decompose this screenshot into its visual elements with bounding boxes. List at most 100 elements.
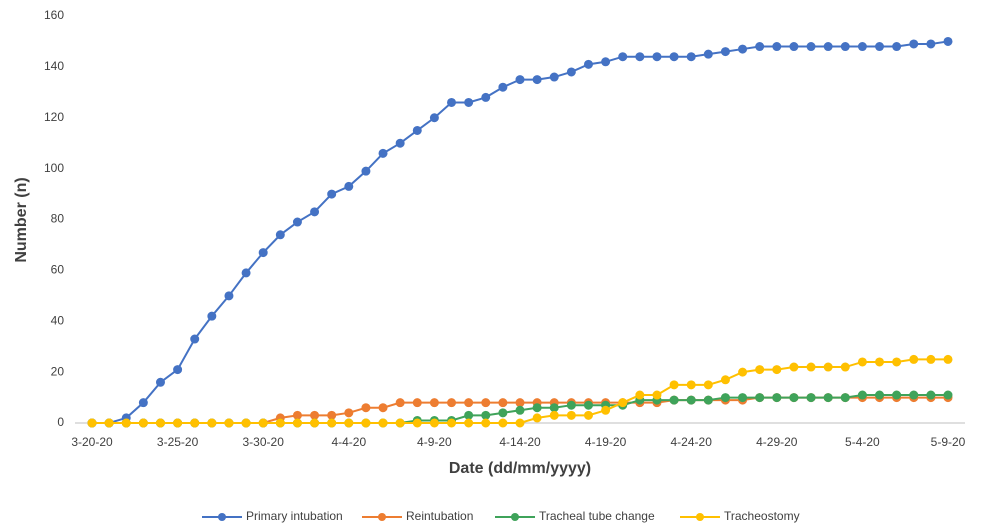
legend-marker xyxy=(218,513,226,521)
data-point xyxy=(720,393,730,403)
data-point xyxy=(686,395,696,405)
data-point xyxy=(190,418,200,428)
data-point xyxy=(703,380,713,390)
x-axis-title: Date (dd/mm/yyyy) xyxy=(449,460,591,477)
data-point xyxy=(652,52,662,62)
data-point xyxy=(532,403,542,413)
x-tick-label: 4-19-20 xyxy=(585,435,627,449)
data-point xyxy=(395,398,405,408)
data-point xyxy=(412,398,422,408)
x-tick-label: 3-30-20 xyxy=(243,435,285,449)
data-point xyxy=(190,334,200,344)
data-point xyxy=(498,82,508,92)
data-point xyxy=(378,418,388,428)
data-point xyxy=(344,408,354,418)
data-point xyxy=(464,398,474,408)
data-point xyxy=(549,403,559,413)
data-point xyxy=(823,42,833,52)
data-point xyxy=(395,138,405,148)
data-point xyxy=(789,362,799,372)
data-point xyxy=(395,418,405,428)
data-point xyxy=(515,405,525,415)
legend-label: Tracheal tube change xyxy=(539,509,655,523)
data-point xyxy=(669,380,679,390)
data-point xyxy=(549,410,559,420)
data-point xyxy=(857,390,867,400)
data-point xyxy=(840,362,850,372)
data-point xyxy=(943,390,953,400)
data-point xyxy=(926,39,936,49)
data-point xyxy=(601,57,611,67)
data-point xyxy=(755,393,765,403)
data-point xyxy=(310,207,320,217)
data-point xyxy=(943,354,953,364)
data-point xyxy=(241,268,251,278)
data-point xyxy=(857,42,867,52)
data-point xyxy=(464,97,474,107)
data-point xyxy=(789,393,799,403)
data-point xyxy=(258,248,268,258)
y-tick-label: 100 xyxy=(44,161,64,175)
x-tick-label: 4-9-20 xyxy=(417,435,452,449)
x-tick-label: 4-14-20 xyxy=(499,435,541,449)
y-tick-label: 160 xyxy=(44,8,64,22)
data-point xyxy=(429,113,439,123)
data-point xyxy=(703,49,713,59)
data-point xyxy=(224,291,234,301)
data-point xyxy=(481,410,491,420)
data-point xyxy=(840,42,850,52)
data-point xyxy=(755,365,765,375)
data-point xyxy=(601,405,611,415)
data-point xyxy=(875,390,885,400)
x-tick-label: 3-20-20 xyxy=(71,435,113,449)
data-point xyxy=(361,403,371,413)
data-point xyxy=(224,418,234,428)
data-point xyxy=(447,97,457,107)
data-point xyxy=(310,410,320,420)
data-point xyxy=(515,418,525,428)
series-line xyxy=(92,40,949,424)
data-point xyxy=(292,217,302,227)
y-tick-label: 60 xyxy=(51,263,65,277)
data-point xyxy=(447,398,457,408)
data-point xyxy=(738,367,748,377)
data-point xyxy=(772,365,782,375)
data-point xyxy=(806,393,816,403)
data-point xyxy=(566,67,576,77)
legend-label: Tracheostomy xyxy=(724,509,800,523)
data-point xyxy=(275,230,285,240)
data-point xyxy=(207,418,217,428)
data-point xyxy=(823,362,833,372)
data-point xyxy=(532,75,542,85)
data-point xyxy=(173,418,183,428)
x-tick-label: 5-9-20 xyxy=(931,435,966,449)
data-point xyxy=(292,410,302,420)
data-point xyxy=(361,166,371,176)
data-point xyxy=(515,75,525,85)
data-point xyxy=(549,72,559,82)
x-tick-label: 4-24-20 xyxy=(671,435,713,449)
x-tick-label: 5-4-20 xyxy=(845,435,880,449)
data-point xyxy=(738,44,748,54)
data-point xyxy=(583,400,593,410)
x-tick-label: 4-4-20 xyxy=(331,435,366,449)
data-point xyxy=(840,393,850,403)
data-point xyxy=(772,42,782,52)
data-point xyxy=(361,418,371,428)
data-point xyxy=(464,410,474,420)
data-point xyxy=(635,390,645,400)
data-point xyxy=(652,390,662,400)
data-point xyxy=(310,418,320,428)
data-point xyxy=(720,47,730,57)
data-point xyxy=(618,52,628,62)
y-tick-label: 80 xyxy=(51,212,65,226)
legend-label: Reintubation xyxy=(406,509,473,523)
data-point xyxy=(738,393,748,403)
data-point xyxy=(344,181,354,191)
data-point xyxy=(686,380,696,390)
data-point xyxy=(875,42,885,52)
data-point xyxy=(532,413,542,423)
data-point xyxy=(703,395,713,405)
data-point xyxy=(909,390,919,400)
